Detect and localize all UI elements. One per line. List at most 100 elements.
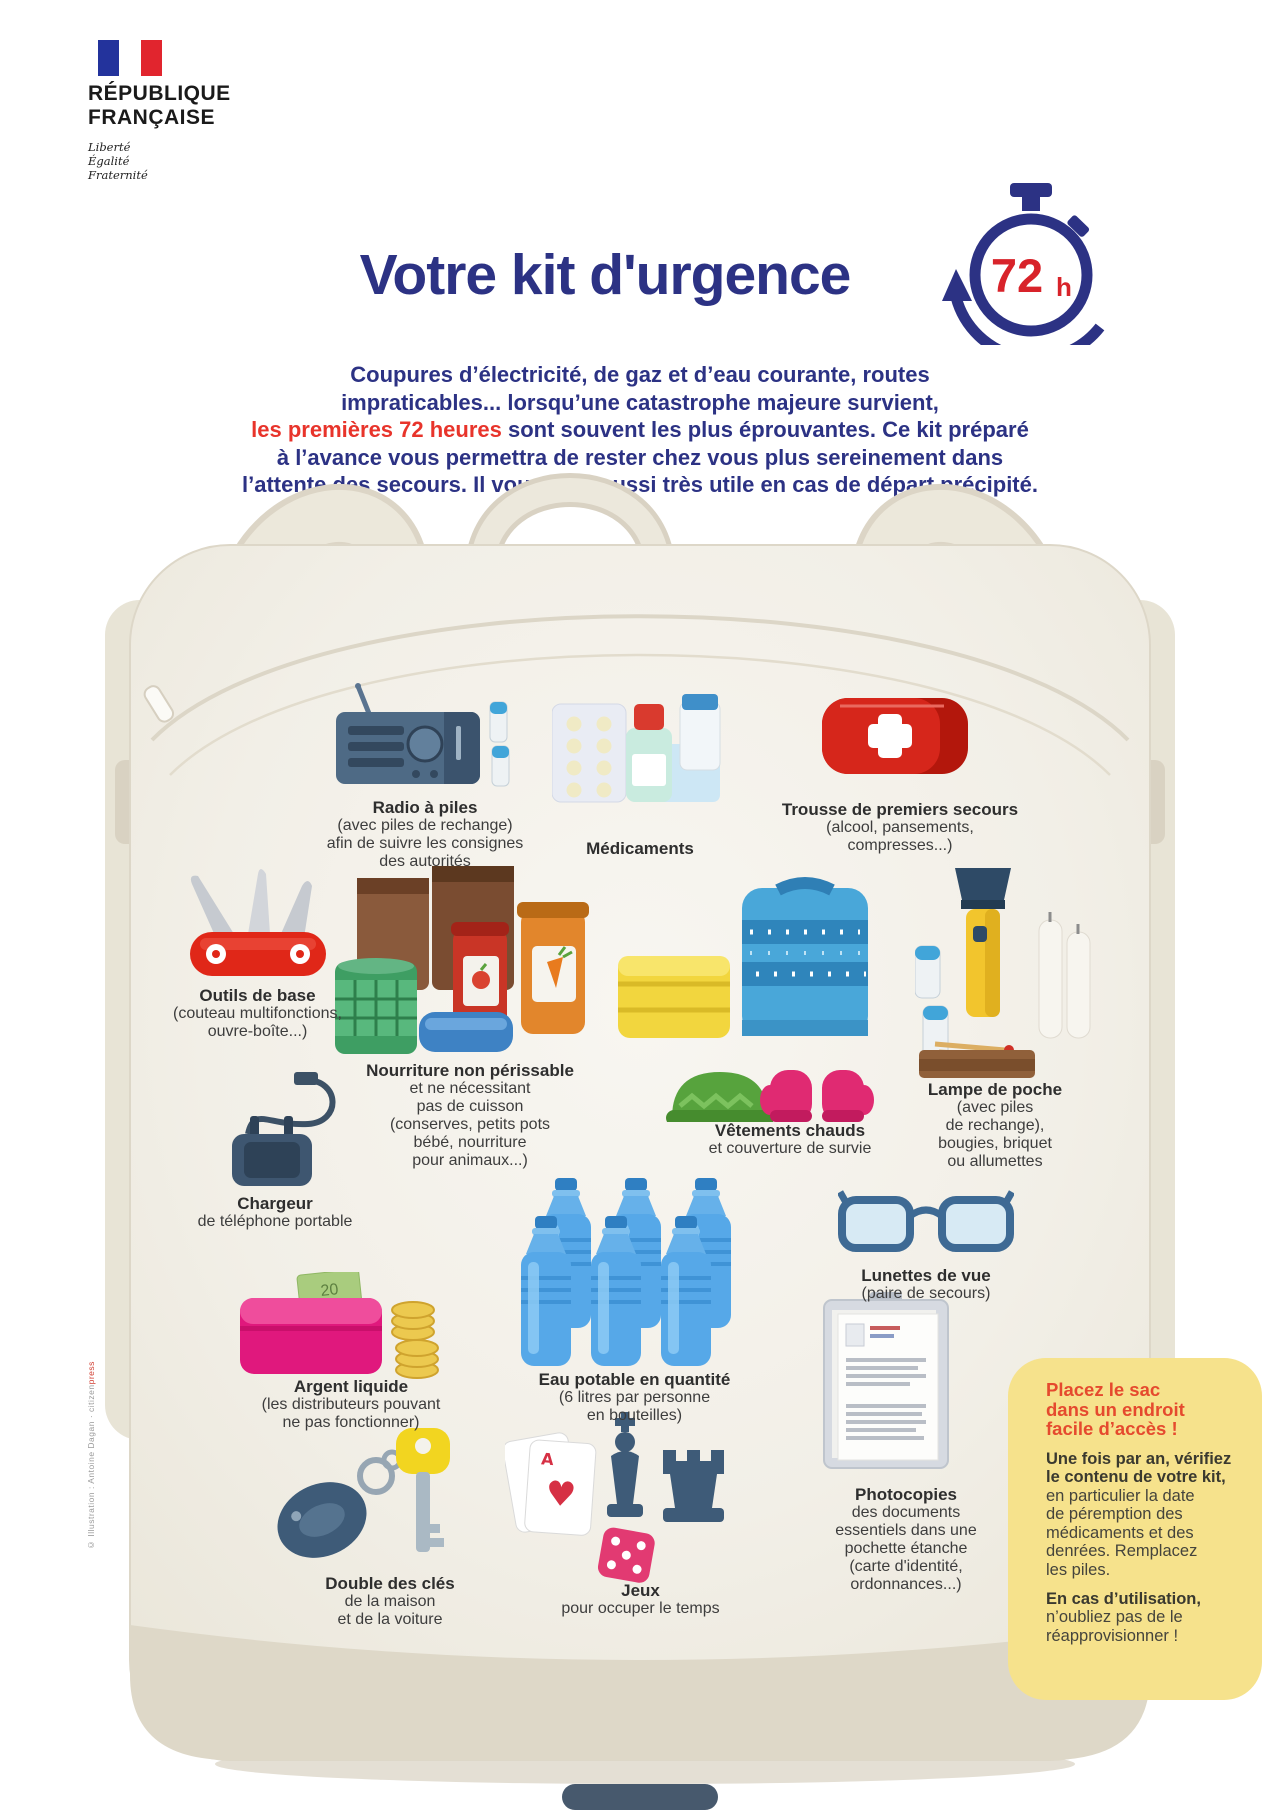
- keys-label: Double des clés de la maison et de la vo…: [270, 1574, 510, 1629]
- food-desc-2: pas de cuisson: [416, 1098, 524, 1115]
- cash-title: Argent liquide: [293, 1377, 409, 1396]
- logo-motto: Liberté Égalité Fraternité: [88, 140, 308, 182]
- food-desc-4: bébé, nourriture: [413, 1134, 527, 1151]
- charger-title: Chargeur: [237, 1194, 313, 1213]
- spare-batteries-icon: [489, 701, 510, 787]
- radio-desc-2: afin de suivre les consignes: [326, 835, 524, 852]
- cash-desc-2: ne pas fonctionner): [282, 1414, 420, 1431]
- first-aid-label: Trousse de premiers secours (alcool, pan…: [755, 800, 1045, 855]
- medications-label: Médicaments: [540, 839, 740, 858]
- games-title: Jeux: [621, 1581, 660, 1600]
- motto-egalite: Égalité: [88, 154, 130, 168]
- stopwatch-72h-icon: 72 h: [942, 183, 1105, 345]
- radio-label: Radio à piles (avec piles de rechange) a…: [285, 798, 565, 871]
- clothes-label: Vêtements chauds et couverture de survie: [650, 1121, 930, 1158]
- advice-p1-l4: denrées. Remplacez: [1046, 1542, 1198, 1561]
- logo-line2: FRANÇAISE: [88, 106, 216, 129]
- candles-icon: [1038, 912, 1091, 1039]
- advice-p1-l5: les piles.: [1046, 1561, 1111, 1580]
- advice-p1-l3: médicaments et des: [1046, 1523, 1194, 1542]
- batteries-icon: [915, 945, 949, 1059]
- documents-icon: [823, 1292, 949, 1469]
- tools-desc-2: ouvre-boîte...): [207, 1023, 308, 1040]
- credit-suffix: press: [86, 1361, 96, 1385]
- documents-desc-5: ordonnances...): [850, 1576, 962, 1593]
- keys-desc-2: et de la voiture: [337, 1611, 443, 1628]
- advice-note: Placez le sac dans un endroit facile d’a…: [1008, 1358, 1262, 1700]
- logo-line1: RÉPUBLIQUE: [88, 82, 231, 105]
- flashlight-icon: [915, 868, 1091, 1078]
- games-label: Jeux pour occuper le temps: [518, 1581, 763, 1618]
- flag-blue: [98, 40, 120, 76]
- water-desc-1: (6 litres par personne: [558, 1389, 711, 1406]
- dice-icon: [597, 1527, 655, 1583]
- advice-p2-l1: n’oubliez pas de le: [1046, 1608, 1183, 1627]
- glasses-icon: [838, 1190, 1014, 1252]
- keys-icon: [277, 1428, 450, 1558]
- keys-title: Double des clés: [325, 1574, 455, 1593]
- first-aid-desc-2: compresses...): [847, 837, 953, 854]
- radio-icon: [336, 683, 510, 787]
- coins-icon: [391, 1301, 439, 1379]
- flashlight-desc-3: bougies, briquet: [938, 1135, 1052, 1152]
- food-desc-5: pour animaux...): [412, 1152, 528, 1169]
- motto-fraternite: Fraternité: [88, 168, 148, 182]
- medications-title: Médicaments: [586, 839, 694, 858]
- clothes-desc-1: et couverture de survie: [708, 1140, 872, 1157]
- intro-line4: à l’avance vous permettra de rester chez…: [276, 444, 1004, 470]
- cash-label: Argent liquide (les distributeurs pouvan…: [228, 1377, 474, 1432]
- banknote-value: 20: [320, 1281, 340, 1300]
- chess-king-icon: [607, 1412, 643, 1517]
- games-desc-1: pour occuper le temps: [561, 1600, 720, 1617]
- keys-desc-1: de la maison: [344, 1593, 436, 1610]
- tools-desc-1: (couteau multifonctions,: [173, 1005, 342, 1022]
- card-suit: ♥: [544, 1474, 577, 1516]
- advice-paragraph-1: Une fois par an, vérifiez le contenu de …: [1046, 1450, 1236, 1580]
- intro-line3-red: les premières 72 heures: [251, 417, 502, 442]
- flag-red: [140, 40, 162, 76]
- food-desc-1: et ne nécessitant: [409, 1080, 531, 1097]
- games-icon: A ♥: [505, 1412, 724, 1583]
- tools-title: Outils de base: [199, 986, 316, 1005]
- intro-line3-rest: sont souvent les plus éprouvantes. Ce ki…: [501, 417, 1029, 442]
- cash-wallet-icon: 20: [240, 1272, 439, 1379]
- chess-rook-icon: [663, 1450, 724, 1522]
- advice-p1-b1: Une fois par an, vérifiez: [1046, 1449, 1232, 1468]
- flag-white: [119, 40, 141, 76]
- radio-desc-3: des autorités: [379, 853, 471, 870]
- intro-line2: impraticables... lorsqu’une catastrophe …: [341, 389, 939, 415]
- food-icon: [335, 866, 589, 1054]
- advice-paragraph-2: En cas d’utilisation, n’oubliez pas de l…: [1046, 1590, 1236, 1646]
- cash-desc-1: (les distributeurs pouvant: [261, 1396, 441, 1413]
- illustration-credit: © Illustration : Antoine Dagan · citizen…: [86, 1320, 96, 1550]
- first-aid-title: Trousse de premiers secours: [781, 800, 1019, 819]
- mittens-icon: [760, 1070, 874, 1122]
- motto-liberte: Liberté: [88, 140, 131, 154]
- card-rank: A: [541, 1449, 555, 1469]
- food-label: Nourriture non périssable et ne nécessit…: [330, 1061, 610, 1170]
- tools-label: Outils de base (couteau multifonctions, …: [115, 986, 400, 1041]
- advice-p1-b2: le contenu de votre kit,: [1046, 1468, 1226, 1487]
- water-label: Eau potable en quantité (6 litres par pe…: [512, 1370, 757, 1425]
- glasses-label: Lunettes de vue (paire de secours): [806, 1266, 1046, 1303]
- charger-desc-1: de téléphone portable: [197, 1213, 353, 1230]
- water-title: Eau potable en quantité: [538, 1370, 731, 1389]
- advice-p1-l1: en particulier la date: [1046, 1486, 1195, 1505]
- clothes-title: Vêtements chauds: [714, 1121, 866, 1140]
- warm-clothes-icon: [618, 877, 874, 1122]
- documents-desc-3: pochette étanche: [844, 1540, 968, 1557]
- radio-title: Radio à piles: [372, 798, 478, 817]
- advice-heading-1: Placez le sac: [1046, 1379, 1161, 1400]
- advice-heading-2: dans un endroit: [1046, 1398, 1185, 1420]
- water-desc-2: en bouteilles): [586, 1407, 683, 1424]
- flashlight-label: Lampe de poche (avec piles de rechange),…: [873, 1080, 1117, 1171]
- water-bottles-icon: [519, 1178, 733, 1368]
- documents-title: Photocopies: [854, 1485, 957, 1504]
- food-title: Nourriture non périssable: [366, 1061, 574, 1080]
- page-title: Votre kit d'urgence: [359, 243, 852, 307]
- badge-unit: h: [1056, 272, 1072, 302]
- documents-desc-2: essentiels dans une: [835, 1522, 977, 1539]
- matchbox-icon: [919, 1041, 1035, 1078]
- medications-icon: [552, 694, 721, 803]
